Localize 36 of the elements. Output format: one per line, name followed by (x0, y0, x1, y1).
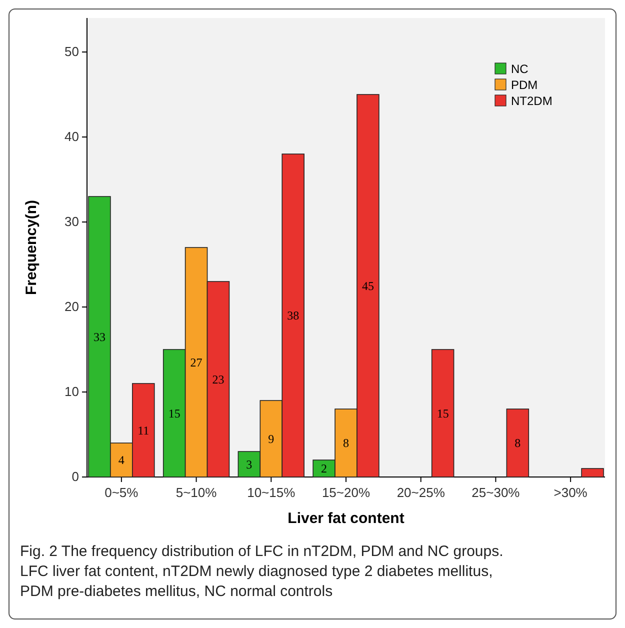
x-tick-label: 5~10% (176, 485, 218, 500)
legend-label: NC (511, 62, 529, 76)
x-tick-label: 20~25% (396, 485, 446, 500)
legend-label: PDM (511, 78, 538, 92)
y-tick-label: 40 (64, 129, 79, 144)
x-tick-label: 15~20% (322, 485, 370, 500)
x-axis-title: Liver fat content (288, 510, 404, 527)
data-label: 27 (190, 355, 202, 370)
x-tick-label: 0~5% (104, 485, 139, 500)
bar (506, 408, 530, 478)
data-label: 33 (93, 330, 106, 344)
data-label: 8 (514, 436, 521, 450)
data-label: 2 (321, 462, 328, 476)
bar (581, 468, 604, 478)
y-tick-label: 30 (64, 214, 79, 229)
y-tick-label: 10 (64, 384, 79, 399)
data-label: 45 (362, 278, 374, 293)
data-label: 38 (287, 308, 300, 322)
data-label: 8 (343, 436, 349, 450)
data-label: 4 (118, 453, 124, 467)
y-tick-label: 20 (64, 299, 79, 314)
data-label: 15 (168, 406, 180, 420)
y-tick-label: 50 (64, 44, 79, 59)
caption: Fig. 2 The frequency distribution of LFC in nT2DM, PDM and NC groups. LFC liver fat content, nT2DM newly diagnosed type 2 diabetes mellitus, PDM pre-diabetes mellitus, NC normal controls (20, 543, 504, 600)
data-label: 3 (246, 457, 252, 472)
data-label: 11 (138, 423, 150, 438)
y-tick-label: 0 (72, 469, 79, 484)
y-axis-title: Frequency(n) (23, 200, 40, 296)
x-tick-label: >30% (554, 485, 588, 500)
data-label: 15 (436, 406, 449, 420)
data-label: 23 (212, 372, 224, 386)
data-label: 9 (268, 432, 274, 446)
bar (431, 349, 454, 478)
legend-label: NT2DM (511, 94, 552, 108)
x-tick-label: 10~15% (247, 485, 296, 500)
x-tick-label: 25~30% (472, 485, 520, 500)
